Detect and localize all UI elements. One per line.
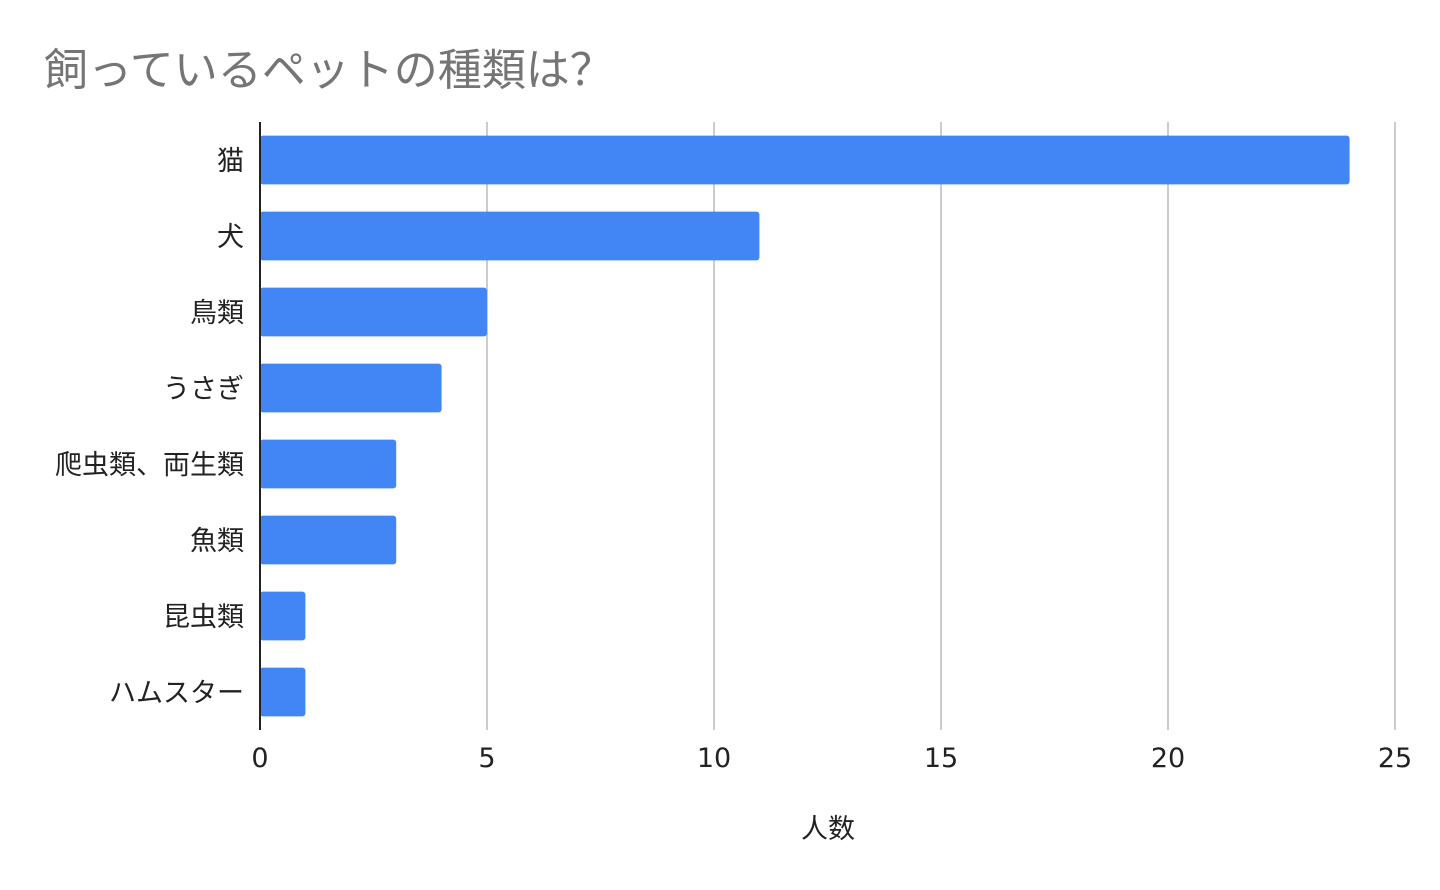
category-label-7: ハムスター xyxy=(109,678,244,709)
x-tick-label-10: 10 xyxy=(697,743,731,774)
x-axis-title: 人数 xyxy=(801,814,855,845)
category-label-4: 爬虫類、両生類 xyxy=(55,450,244,481)
x-tick-label-0: 0 xyxy=(251,743,268,774)
bar-7 xyxy=(260,667,306,717)
bar-1 xyxy=(260,211,760,261)
bar-2 xyxy=(260,287,487,337)
category-label-1: 犬 xyxy=(217,222,244,253)
category-label-5: 魚類 xyxy=(190,526,244,557)
category-label-6: 昆虫類 xyxy=(163,602,244,633)
x-tick-label-5: 5 xyxy=(478,743,495,774)
x-tick-label-20: 20 xyxy=(1151,743,1185,774)
bar-6 xyxy=(260,591,306,641)
x-tick-label-15: 15 xyxy=(924,743,958,774)
x-tick-label-25: 25 xyxy=(1378,743,1412,774)
category-label-2: 鳥類 xyxy=(190,298,244,329)
chart-title: 飼っているペットの種類は？ xyxy=(44,45,614,96)
x-tick-labels: 0 5 10 15 20 25 xyxy=(251,743,1412,774)
category-label-0: 猫 xyxy=(217,146,244,177)
bar-5 xyxy=(260,515,397,565)
bar-4 xyxy=(260,439,397,489)
bar-0 xyxy=(260,135,1350,185)
category-label-3: うさぎ xyxy=(163,374,244,405)
bar-3 xyxy=(260,363,442,413)
bars xyxy=(260,135,1350,717)
